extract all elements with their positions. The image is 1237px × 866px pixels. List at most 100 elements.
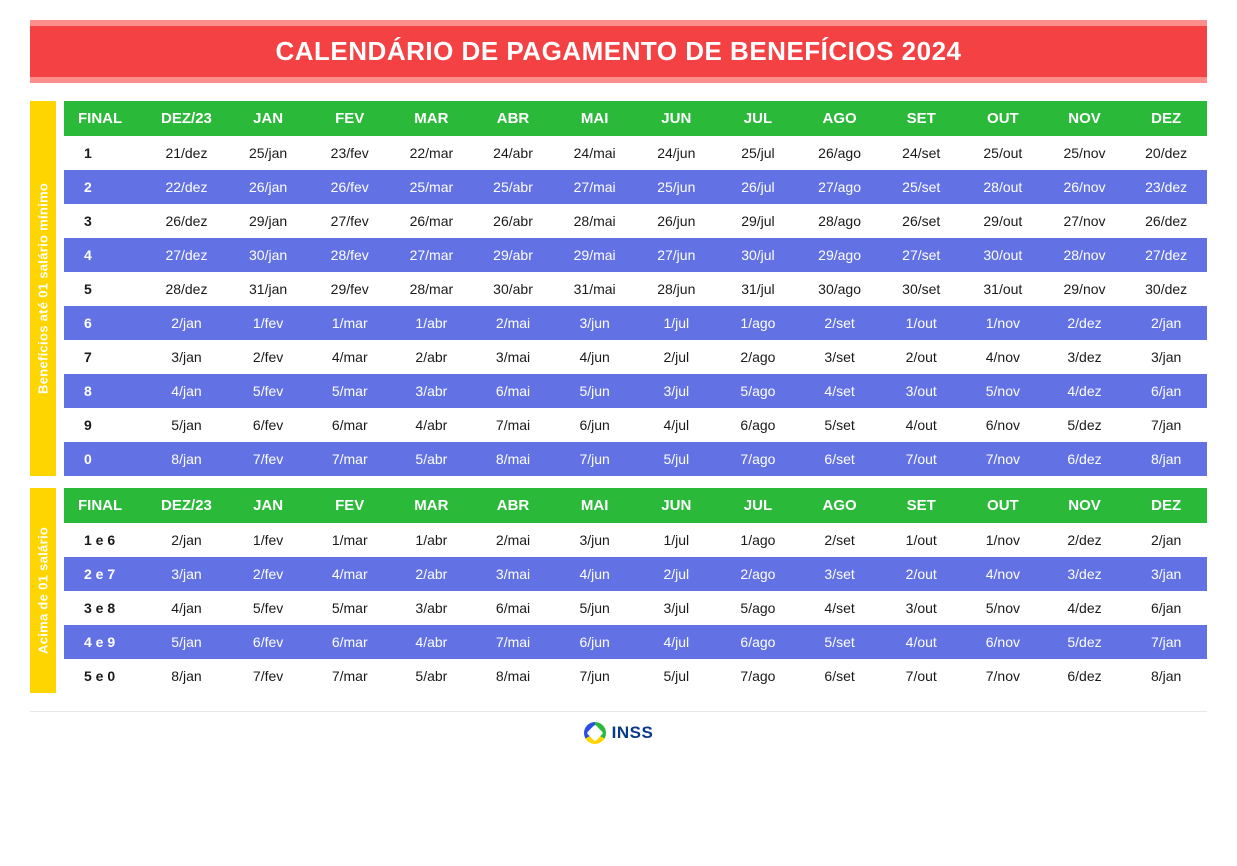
date-cell: 4/mar: [309, 340, 391, 374]
date-cell: 27/ago: [799, 170, 881, 204]
table-wrap-1: FINALDEZ/23JANFEVMARABRMAIJUNJULAGOSETOU…: [64, 101, 1207, 476]
table-row: 528/dez31/jan29/fev28/mar30/abr31/mai28/…: [64, 272, 1207, 306]
date-cell: 2/fev: [227, 557, 309, 591]
date-cell: 4/nov: [962, 557, 1044, 591]
date-cell: 22/mar: [391, 136, 473, 170]
date-cell: 31/jan: [227, 272, 309, 306]
date-cell: 31/mai: [554, 272, 636, 306]
date-cell: 2/jan: [146, 523, 228, 557]
date-cell: 27/set: [880, 238, 962, 272]
date-cell: 30/dez: [1125, 272, 1207, 306]
date-cell: 5/jun: [554, 591, 636, 625]
column-header: MAR: [391, 101, 473, 136]
date-cell: 5/abr: [391, 659, 473, 693]
date-cell: 2/ago: [717, 340, 799, 374]
date-cell: 7/fev: [227, 442, 309, 476]
date-cell: 2/mai: [472, 306, 554, 340]
final-digit-cell: 1 e 6: [64, 523, 146, 557]
date-cell: 1/abr: [391, 523, 473, 557]
date-cell: 1/ago: [717, 306, 799, 340]
date-cell: 5/mar: [309, 591, 391, 625]
date-cell: 7/mar: [309, 442, 391, 476]
final-digit-cell: 5: [64, 272, 146, 306]
column-header: MAI: [554, 101, 636, 136]
column-header: MAR: [391, 488, 473, 523]
column-header: NOV: [1044, 101, 1126, 136]
date-cell: 28/out: [962, 170, 1044, 204]
date-cell: 29/abr: [472, 238, 554, 272]
date-cell: 2/dez: [1044, 306, 1126, 340]
date-cell: 1/nov: [962, 523, 1044, 557]
date-cell: 26/dez: [146, 204, 228, 238]
date-cell: 2/jan: [1125, 523, 1207, 557]
column-header: JUL: [717, 488, 799, 523]
date-cell: 4/abr: [391, 408, 473, 442]
date-cell: 7/nov: [962, 659, 1044, 693]
final-digit-cell: 1: [64, 136, 146, 170]
table-row: 2 e 73/jan2/fev4/mar2/abr3/mai4/jun2/jul…: [64, 557, 1207, 591]
date-cell: 3/jul: [635, 374, 717, 408]
date-cell: 6/jan: [1125, 591, 1207, 625]
table-row: 95/jan6/fev6/mar4/abr7/mai6/jun4/jul6/ag…: [64, 408, 1207, 442]
column-header: ABR: [472, 488, 554, 523]
column-header: DEZ/23: [146, 101, 228, 136]
section-label-2: Acima de 01 salário: [30, 488, 56, 693]
date-cell: 5/nov: [962, 591, 1044, 625]
date-cell: 27/mai: [554, 170, 636, 204]
date-cell: 7/mai: [472, 625, 554, 659]
calendar-table-2: FINALDEZ/23JANFEVMARABRMAIJUNJULAGOSETOU…: [64, 488, 1207, 693]
date-cell: 26/fev: [309, 170, 391, 204]
date-cell: 6/nov: [962, 625, 1044, 659]
date-cell: 25/out: [962, 136, 1044, 170]
date-cell: 4/nov: [962, 340, 1044, 374]
date-cell: 4/out: [880, 625, 962, 659]
date-cell: 3/jan: [146, 340, 228, 374]
date-cell: 31/out: [962, 272, 1044, 306]
date-cell: 7/jan: [1125, 625, 1207, 659]
date-cell: 23/fev: [309, 136, 391, 170]
date-cell: 6/mai: [472, 374, 554, 408]
column-header: FEV: [309, 101, 391, 136]
date-cell: 29/jan: [227, 204, 309, 238]
date-cell: 4/jun: [554, 340, 636, 374]
date-cell: 7/out: [880, 659, 962, 693]
column-header: FEV: [309, 488, 391, 523]
table-row: 427/dez30/jan28/fev27/mar29/abr29/mai27/…: [64, 238, 1207, 272]
date-cell: 4/jan: [146, 374, 228, 408]
date-cell: 22/dez: [146, 170, 228, 204]
date-cell: 7/ago: [717, 659, 799, 693]
date-cell: 5/set: [799, 625, 881, 659]
date-cell: 4/dez: [1044, 374, 1126, 408]
date-cell: 4/mar: [309, 557, 391, 591]
date-cell: 5/dez: [1044, 408, 1126, 442]
date-cell: 6/jun: [554, 408, 636, 442]
date-cell: 8/jan: [146, 442, 228, 476]
column-header: JAN: [227, 488, 309, 523]
date-cell: 28/mai: [554, 204, 636, 238]
date-cell: 30/jan: [227, 238, 309, 272]
footer: INSS: [30, 711, 1207, 749]
date-cell: 1/nov: [962, 306, 1044, 340]
date-cell: 1/fev: [227, 306, 309, 340]
date-cell: 5/jul: [635, 659, 717, 693]
date-cell: 30/set: [880, 272, 962, 306]
inss-logo-text: INSS: [612, 723, 654, 743]
table-row: 08/jan7/fev7/mar5/abr8/mai7/jun5/jul7/ag…: [64, 442, 1207, 476]
date-cell: 2/dez: [1044, 523, 1126, 557]
date-cell: 2/fev: [227, 340, 309, 374]
column-header: SET: [880, 101, 962, 136]
date-cell: 28/nov: [1044, 238, 1126, 272]
column-header: OUT: [962, 488, 1044, 523]
date-cell: 23/dez: [1125, 170, 1207, 204]
date-cell: 5/dez: [1044, 625, 1126, 659]
date-cell: 26/jan: [227, 170, 309, 204]
date-cell: 6/jan: [1125, 374, 1207, 408]
final-digit-cell: 4 e 9: [64, 625, 146, 659]
date-cell: 6/fev: [227, 408, 309, 442]
final-digit-cell: 6: [64, 306, 146, 340]
date-cell: 24/abr: [472, 136, 554, 170]
column-header: FINAL: [64, 488, 146, 523]
date-cell: 6/set: [799, 659, 881, 693]
date-cell: 3/jul: [635, 591, 717, 625]
date-cell: 2/abr: [391, 557, 473, 591]
